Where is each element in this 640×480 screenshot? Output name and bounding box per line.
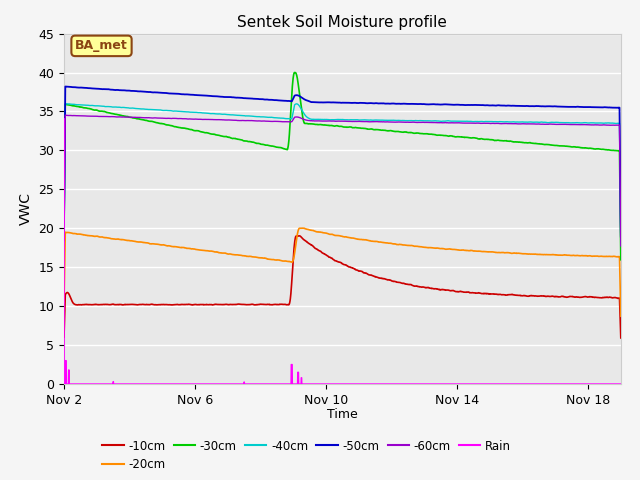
Legend: -10cm, -20cm, -30cm, -40cm, -50cm, -60cm, Rain: -10cm, -20cm, -30cm, -40cm, -50cm, -60cm…: [98, 435, 516, 476]
Y-axis label: VWC: VWC: [19, 192, 33, 225]
Title: Sentek Soil Moisture profile: Sentek Soil Moisture profile: [237, 15, 447, 30]
X-axis label: Time: Time: [327, 408, 358, 421]
Text: BA_met: BA_met: [75, 39, 128, 52]
